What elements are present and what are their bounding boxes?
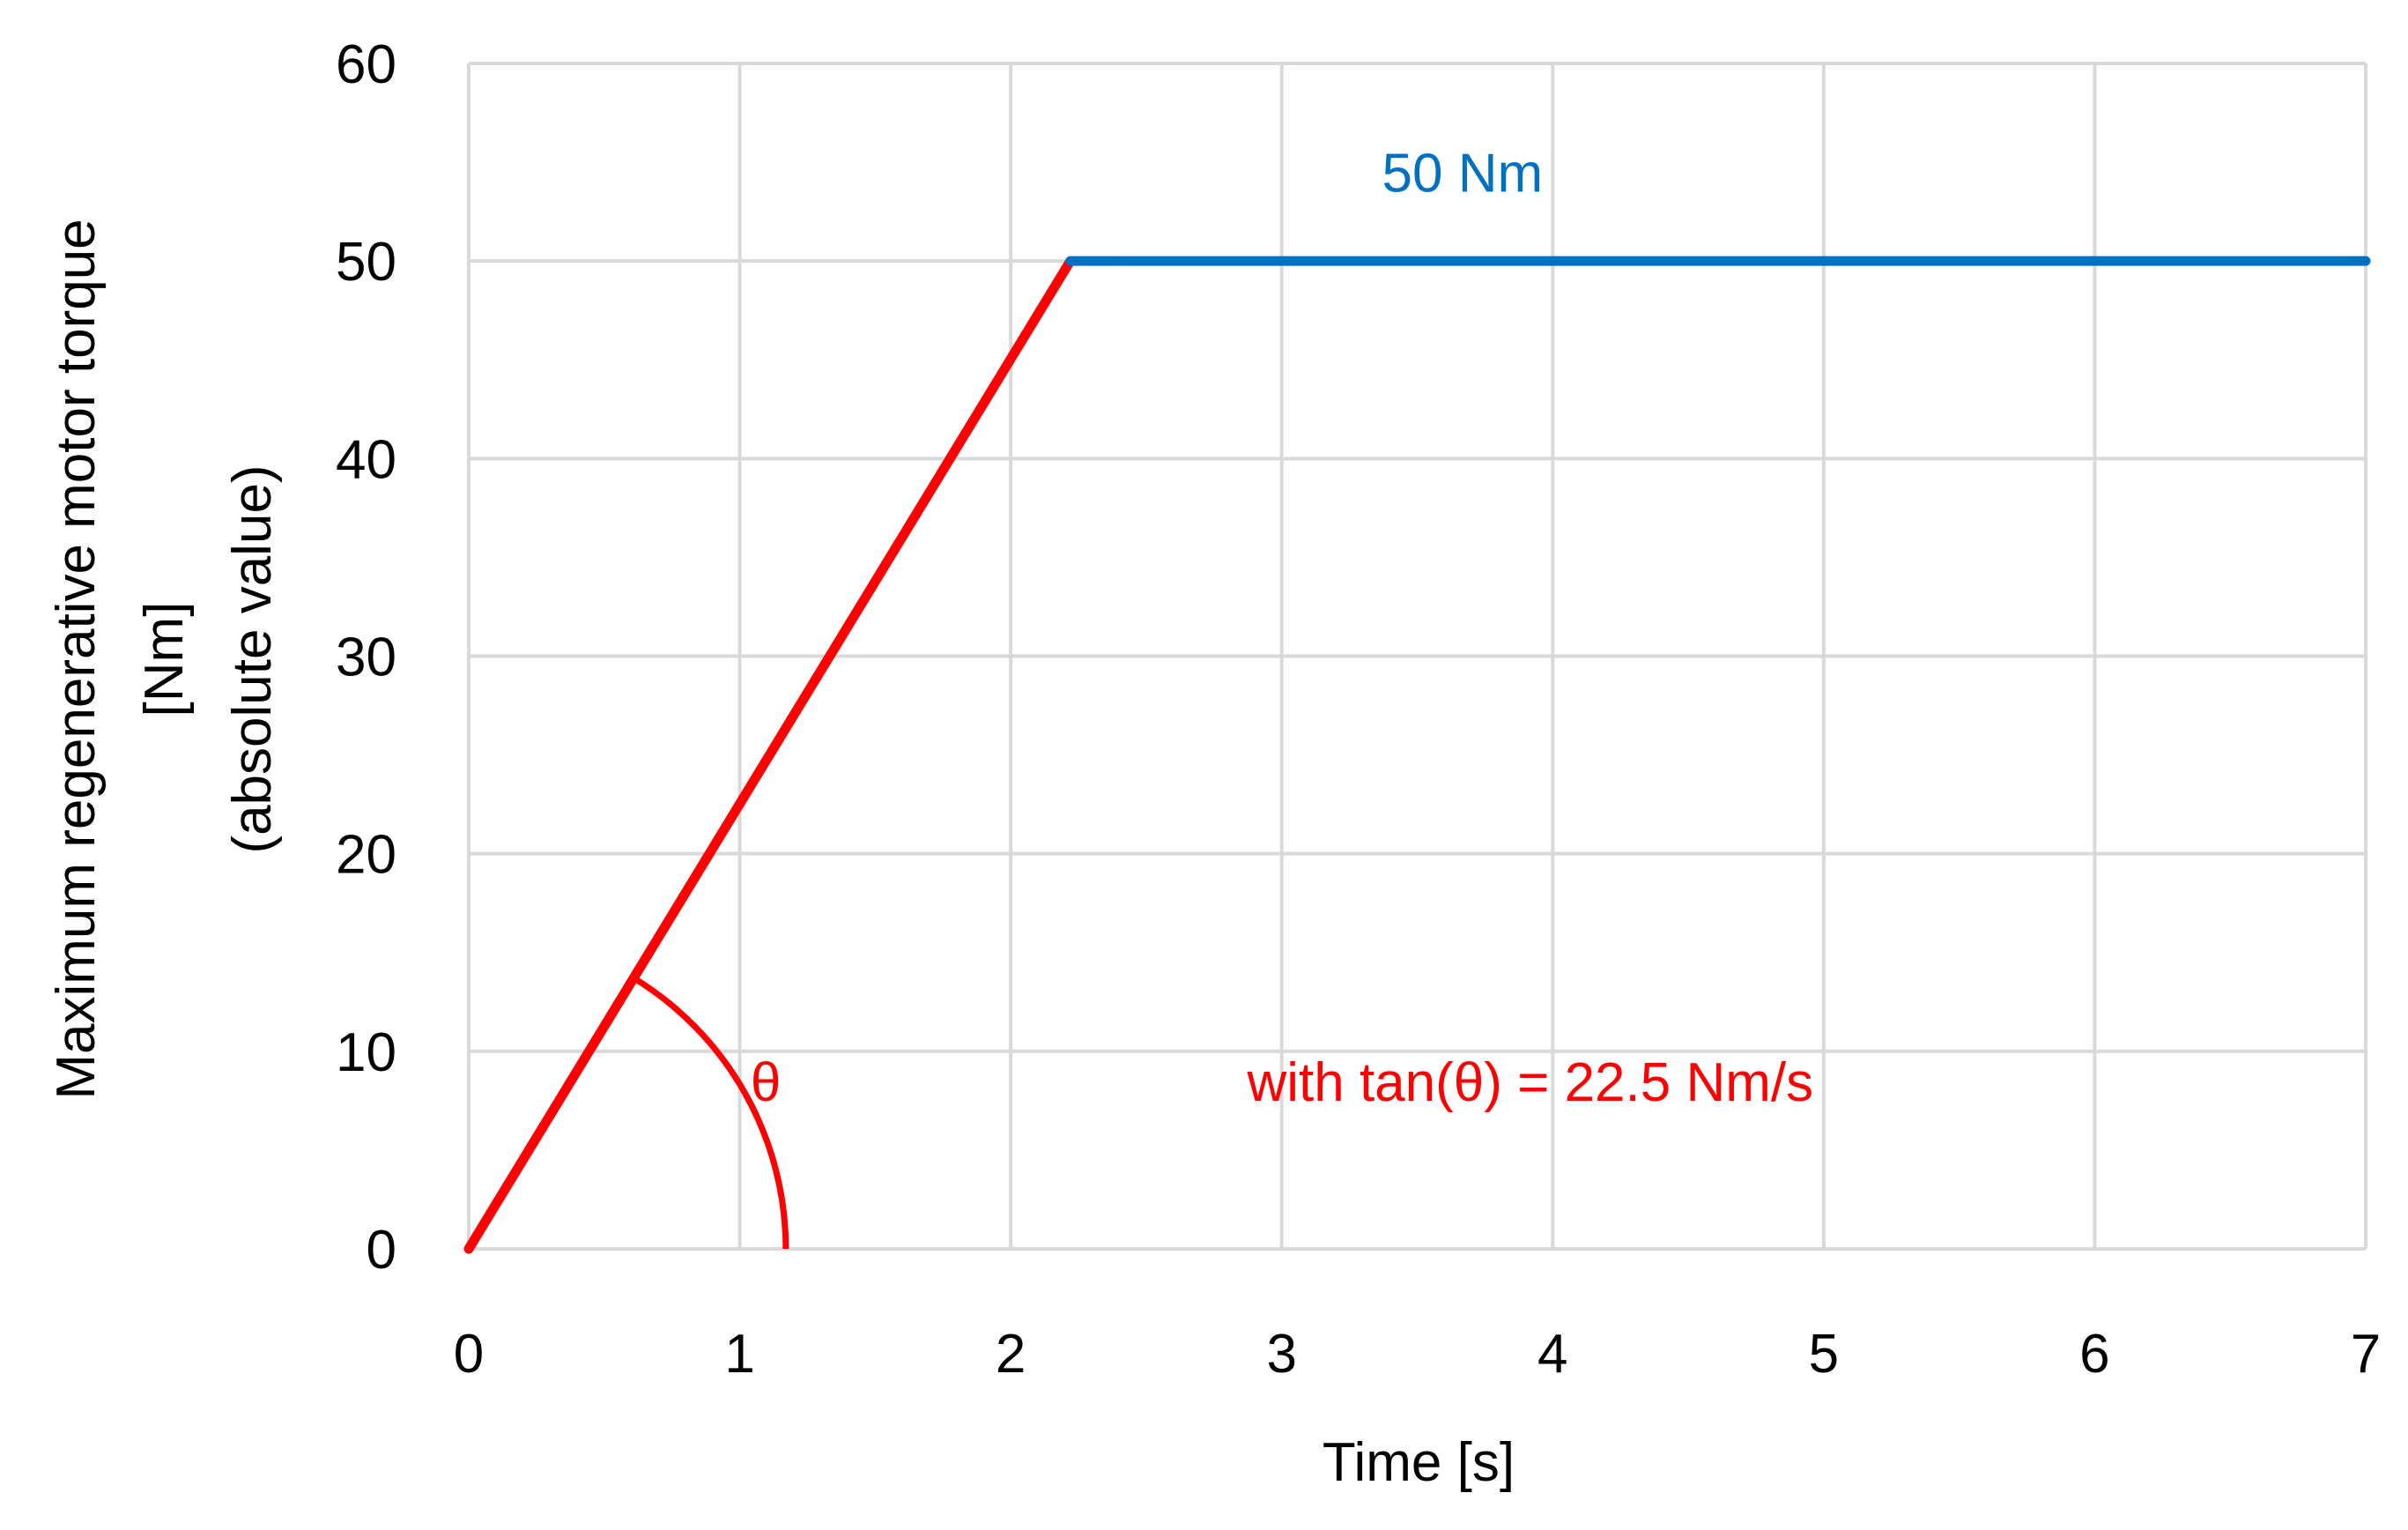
y-tick-label: 40 xyxy=(336,429,396,490)
y-tick-labels: 0 10 20 30 40 50 60 xyxy=(336,34,396,1281)
y-tick-label: 0 xyxy=(367,1220,396,1281)
x-tick-label: 2 xyxy=(996,1324,1026,1385)
y-tick-label: 10 xyxy=(336,1022,396,1083)
y-axis-title-line-3: (absolute value) xyxy=(222,464,283,853)
x-tick-label: 0 xyxy=(454,1324,484,1385)
annotations: 50 Nm θ with tan(θ) = 22.5 Nm/s xyxy=(751,144,1813,1113)
y-tick-label: 50 xyxy=(336,232,396,293)
x-axis-title: Time [s] xyxy=(1323,1432,1515,1493)
y-tick-label: 30 xyxy=(336,628,396,688)
angle-arc xyxy=(632,975,789,1250)
x-tick-label: 6 xyxy=(2079,1324,2109,1385)
y-axis-title: Maximum regenerative motor torque [Nm] (… xyxy=(46,219,283,1099)
y-axis-title-line-1: Maximum regenerative motor torque xyxy=(46,219,107,1099)
y-tick-label: 60 xyxy=(336,34,396,95)
annotation-level: 50 Nm xyxy=(1382,144,1544,204)
x-tick-label: 5 xyxy=(1809,1324,1839,1385)
x-tick-label: 1 xyxy=(724,1324,754,1385)
annotation-theta: θ xyxy=(751,1052,781,1113)
x-tick-label: 3 xyxy=(1266,1324,1296,1385)
y-axis-title-line-2: [Nm] xyxy=(134,602,195,717)
x-tick-labels: 0 1 2 3 4 5 6 7 xyxy=(454,1324,2381,1385)
annotation-slope: with tan(θ) = 22.5 Nm/s xyxy=(1246,1052,1813,1113)
x-tick-label: 7 xyxy=(2351,1324,2381,1385)
x-tick-label: 4 xyxy=(1537,1324,1567,1385)
ramp-line xyxy=(463,256,1076,1254)
series xyxy=(463,256,2371,1254)
y-tick-label: 20 xyxy=(336,825,396,886)
